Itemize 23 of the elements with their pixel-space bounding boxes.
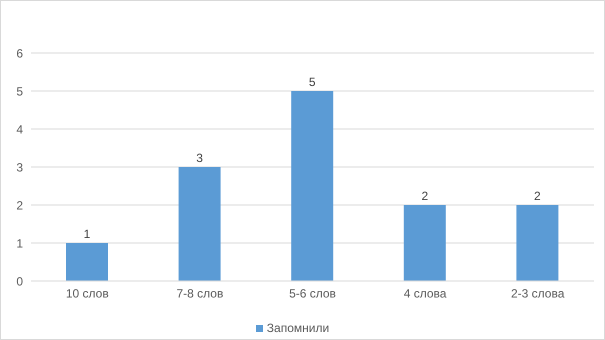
bar (178, 167, 221, 281)
bar (291, 91, 334, 281)
data-label: 1 (84, 227, 91, 241)
legend-label: Запомнили (266, 321, 330, 335)
x-tick-label: 2-3 слова (510, 286, 565, 301)
x-tick-label: 7-8 слов (176, 286, 224, 301)
data-label: 3 (196, 151, 204, 165)
bar (404, 205, 446, 281)
y-tick-label: 2 (16, 198, 24, 212)
data-label: 2 (421, 189, 428, 203)
x-tick-label: 10 слов (66, 286, 109, 301)
y-tick-label: 4 (16, 122, 24, 136)
bar (516, 205, 558, 281)
y-tick-label: 1 (16, 236, 24, 250)
bar (66, 243, 108, 281)
x-tick-label: 5-6 слов (289, 286, 336, 301)
y-tick-label: 0 (16, 274, 24, 288)
y-tick-label: 5 (16, 84, 24, 98)
y-tick-label: 6 (16, 46, 24, 60)
data-label: 2 (534, 189, 542, 203)
data-label: 5 (308, 75, 316, 89)
y-tick-label: 3 (16, 160, 24, 174)
x-tick-label: 4 слова (404, 286, 447, 301)
